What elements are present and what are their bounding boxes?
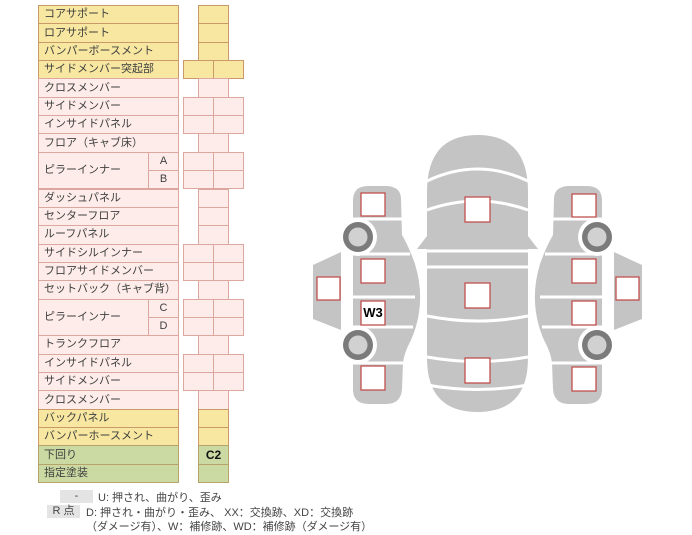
part-label: ダッシュパネル [38, 188, 179, 208]
damage-entry-box[interactable] [183, 353, 214, 373]
part-label: トランクフロア [38, 335, 179, 355]
checkbox-right-rear-fender[interactable] [571, 366, 597, 392]
legend-badge-dash: - [60, 490, 93, 503]
part-sublabel: D [148, 316, 179, 337]
checkbox-left-rear-door[interactable] [360, 300, 386, 326]
part-label: バンパーボースメント [38, 41, 179, 62]
checkbox-hood[interactable] [464, 196, 491, 223]
part-sublabel: C [148, 298, 179, 318]
damage-entry-box[interactable] [183, 60, 214, 80]
damage-entry-box[interactable] [213, 151, 244, 172]
car-diagram: W3 [311, 135, 644, 412]
checkbox-left-front-door[interactable] [360, 258, 386, 284]
damage-entry-box[interactable] [213, 372, 244, 392]
damage-entry-box[interactable] [198, 5, 229, 25]
damage-entry-box[interactable] [213, 353, 244, 373]
part-sublabel: A [148, 151, 179, 172]
damage-entry-box[interactable] [198, 390, 229, 410]
damage-entry-box[interactable] [198, 225, 229, 245]
checkbox-right-front-fender[interactable] [571, 193, 597, 218]
damage-entry-box[interactable] [183, 170, 214, 190]
damage-entry-box[interactable] [213, 96, 244, 117]
damage-entry-box[interactable]: C2 [198, 445, 229, 465]
part-label: インサイドパネル [38, 115, 179, 135]
checkbox-roof[interactable] [464, 282, 491, 309]
part-label: クロスメンバー [38, 78, 179, 98]
damage-entry-box[interactable] [198, 23, 229, 43]
part-label: ピラーインナー [38, 151, 149, 190]
part-label: サイドメンバー突起部 [38, 60, 179, 80]
legend-badge-rten: R 点 [47, 505, 80, 518]
damage-entry-box[interactable] [198, 133, 229, 153]
part-label: コアサポート [38, 5, 179, 25]
damage-entry-box[interactable] [198, 427, 229, 447]
damage-entry-box[interactable] [198, 41, 229, 62]
part-label: センターフロア [38, 206, 179, 227]
part-label: サイドシルインナー [38, 243, 179, 263]
part-label: 下回り [38, 445, 179, 465]
damage-entry-box[interactable] [183, 372, 214, 392]
damage-entry-box[interactable] [198, 78, 229, 98]
part-label: フロアサイドメンバー [38, 261, 179, 282]
damage-entry-box[interactable] [183, 115, 214, 135]
damage-entry-box[interactable] [213, 261, 244, 282]
damage-entry-box[interactable] [183, 261, 214, 282]
damage-entry-box[interactable] [213, 115, 244, 135]
top-view-silhouette [417, 135, 538, 412]
damage-entry-box[interactable] [213, 298, 244, 318]
damage-entry-box[interactable] [183, 243, 214, 263]
legend-line-2: D: 押され・曲がり・歪み、 XX：交換跡、XD：交換跡 [86, 507, 354, 519]
part-label: フロア（キャブ床） [38, 133, 179, 153]
part-label: バンパーホースメント [38, 427, 179, 447]
part-label: サイドメンバー [38, 372, 179, 392]
damage-entry-box[interactable] [213, 170, 244, 190]
damage-entry-box[interactable] [213, 243, 244, 263]
damage-entry-box[interactable] [198, 280, 229, 300]
checkbox-trunk[interactable] [464, 357, 491, 384]
checkbox-right-side-glass[interactable] [615, 276, 640, 301]
damage-entry-box[interactable] [183, 316, 214, 337]
checkbox-right-front-door[interactable] [571, 258, 597, 284]
part-sublabel: B [148, 170, 179, 190]
part-label: クロスメンバー [38, 390, 179, 410]
damage-entry-box[interactable] [183, 151, 214, 172]
checkbox-left-side-glass[interactable] [316, 276, 341, 301]
damage-entry-box[interactable] [198, 206, 229, 227]
part-label: ルーフパネル [38, 225, 179, 245]
damage-entry-box[interactable] [183, 298, 214, 318]
part-label: ピラーインナー [38, 298, 149, 337]
damage-mark-w3: W3 [363, 305, 383, 320]
damage-entry-box[interactable] [198, 335, 229, 355]
legend-line-1: U: 押され、曲がり、歪み [98, 492, 222, 504]
damage-entry-box[interactable] [198, 463, 229, 484]
part-label: バックパネル [38, 408, 179, 429]
part-label: セットバック（キャブ背） [38, 280, 179, 300]
checkbox-left-rear-fender[interactable] [360, 365, 386, 391]
damage-entry-box[interactable] [213, 60, 244, 80]
damage-entry-box[interactable] [198, 408, 229, 429]
part-label: インサイドパネル [38, 353, 179, 373]
part-label: サイドメンバー [38, 96, 179, 117]
checkbox-left-front-fender[interactable] [360, 192, 386, 217]
damage-entry-box[interactable] [183, 96, 214, 117]
part-label: 指定塗装 [38, 463, 179, 484]
legend-line-3: （ダメージ有）、W：補修跡、WD：補修跡（ダメージ有） [86, 521, 373, 533]
part-label: ロアサポート [38, 23, 179, 43]
damage-entry-box[interactable] [213, 316, 244, 337]
damage-table: コアサポート ロアサポート バンパーボースメント サイドメンバー突起部 クロスメンバーサ… [38, 5, 253, 485]
checkbox-right-rear-door[interactable] [571, 300, 597, 326]
damage-entry-box[interactable] [198, 188, 229, 208]
